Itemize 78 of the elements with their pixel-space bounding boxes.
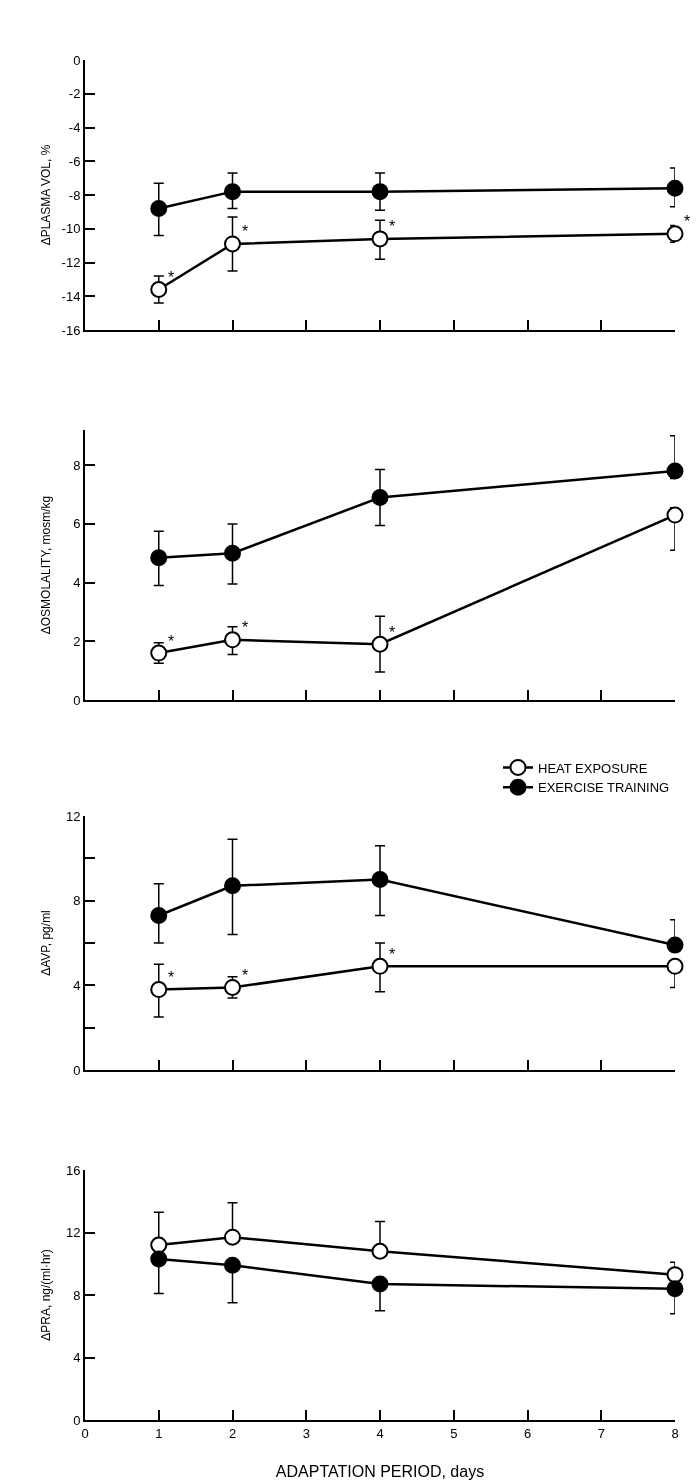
annotation: * (684, 213, 691, 230)
x-tick-label: 1 (155, 1425, 163, 1441)
point (666, 957, 684, 975)
y-tick-label: -16 (61, 322, 81, 338)
point (666, 225, 684, 243)
point (371, 957, 389, 975)
x-tick-label: 7 (597, 1425, 605, 1441)
point (666, 179, 684, 197)
point (224, 1256, 241, 1274)
y-axis-title: ΔPRA, ng/(ml·hr) (39, 1249, 53, 1341)
x-tick-label: 8 (671, 1425, 679, 1441)
x-tick-label: 2 (228, 1425, 237, 1441)
point (371, 1242, 389, 1260)
point (150, 1250, 168, 1268)
y-tick-label: 0 (73, 1062, 81, 1078)
x-tick-label: 5 (450, 1425, 458, 1441)
y-tick-label: 6 (73, 516, 81, 532)
point (150, 281, 168, 298)
y-axis-title: ΔOSMOLALITY, mosm/kg (39, 495, 53, 635)
y-tick-label: 8 (73, 1287, 81, 1303)
point (666, 506, 684, 524)
annotation: * (242, 619, 249, 636)
x-tick-label: 4 (376, 1425, 384, 1441)
y-tick-label: -6 (68, 153, 81, 169)
point (150, 981, 168, 999)
y-tick-label: -4 (68, 120, 81, 136)
y-axis-title: ΔPLASMA VOL, % (39, 144, 53, 246)
annotation: * (389, 624, 396, 641)
point (150, 549, 168, 567)
point (371, 489, 389, 506)
y-tick-label: 2 (73, 633, 81, 649)
annotation: * (242, 967, 249, 984)
y-tick-label: 4 (73, 1350, 81, 1366)
annotation: * (168, 269, 175, 286)
point (371, 1275, 389, 1293)
point (371, 183, 389, 201)
y-tick-label: 16 (65, 1162, 81, 1178)
point (666, 462, 684, 480)
x-tick-label: 6 (523, 1425, 532, 1441)
annotation: * (168, 633, 175, 650)
point (224, 235, 241, 253)
y-tick-label: 4 (73, 977, 81, 993)
point (666, 936, 684, 954)
y-tick-label: 4 (73, 575, 81, 591)
y-tick-label: -12 (61, 255, 81, 271)
point (666, 1266, 684, 1284)
point (150, 906, 168, 924)
y-tick-label: -14 (61, 288, 81, 304)
y-tick-label: -10 (61, 221, 81, 237)
y-tick-label: 8 (73, 893, 81, 909)
y-tick-label: -2 (68, 86, 81, 102)
legend-label: HEAT EXPOSURE (538, 760, 648, 776)
point (371, 871, 389, 888)
y-tick-label: 0 (73, 1412, 81, 1428)
point (371, 635, 389, 653)
y-tick-label: 8 (73, 457, 81, 473)
point (371, 230, 389, 248)
point (224, 631, 241, 649)
y-axis-title: ΔAVP, pg/ml (39, 910, 53, 976)
y-tick-label: 12 (65, 1225, 81, 1241)
point (224, 1228, 241, 1246)
point (224, 183, 241, 201)
point (224, 544, 241, 562)
y-tick-label: 0 (73, 692, 81, 708)
x-axis-title: ADAPTATION PERIOD, days (275, 1463, 485, 1480)
annotation: * (389, 946, 396, 963)
legend-label: EXERCISE TRAINING (538, 780, 670, 796)
point (150, 1236, 168, 1254)
point (224, 877, 241, 895)
x-tick-label: 3 (302, 1425, 310, 1441)
y-tick-label: 12 (65, 808, 81, 824)
y-tick-label: 0 (73, 52, 81, 68)
point (150, 200, 168, 217)
annotation: * (389, 218, 396, 235)
annotation: * (242, 223, 249, 240)
point (666, 1280, 684, 1298)
y-tick-label: -8 (68, 187, 81, 203)
annotation: * (168, 969, 175, 986)
